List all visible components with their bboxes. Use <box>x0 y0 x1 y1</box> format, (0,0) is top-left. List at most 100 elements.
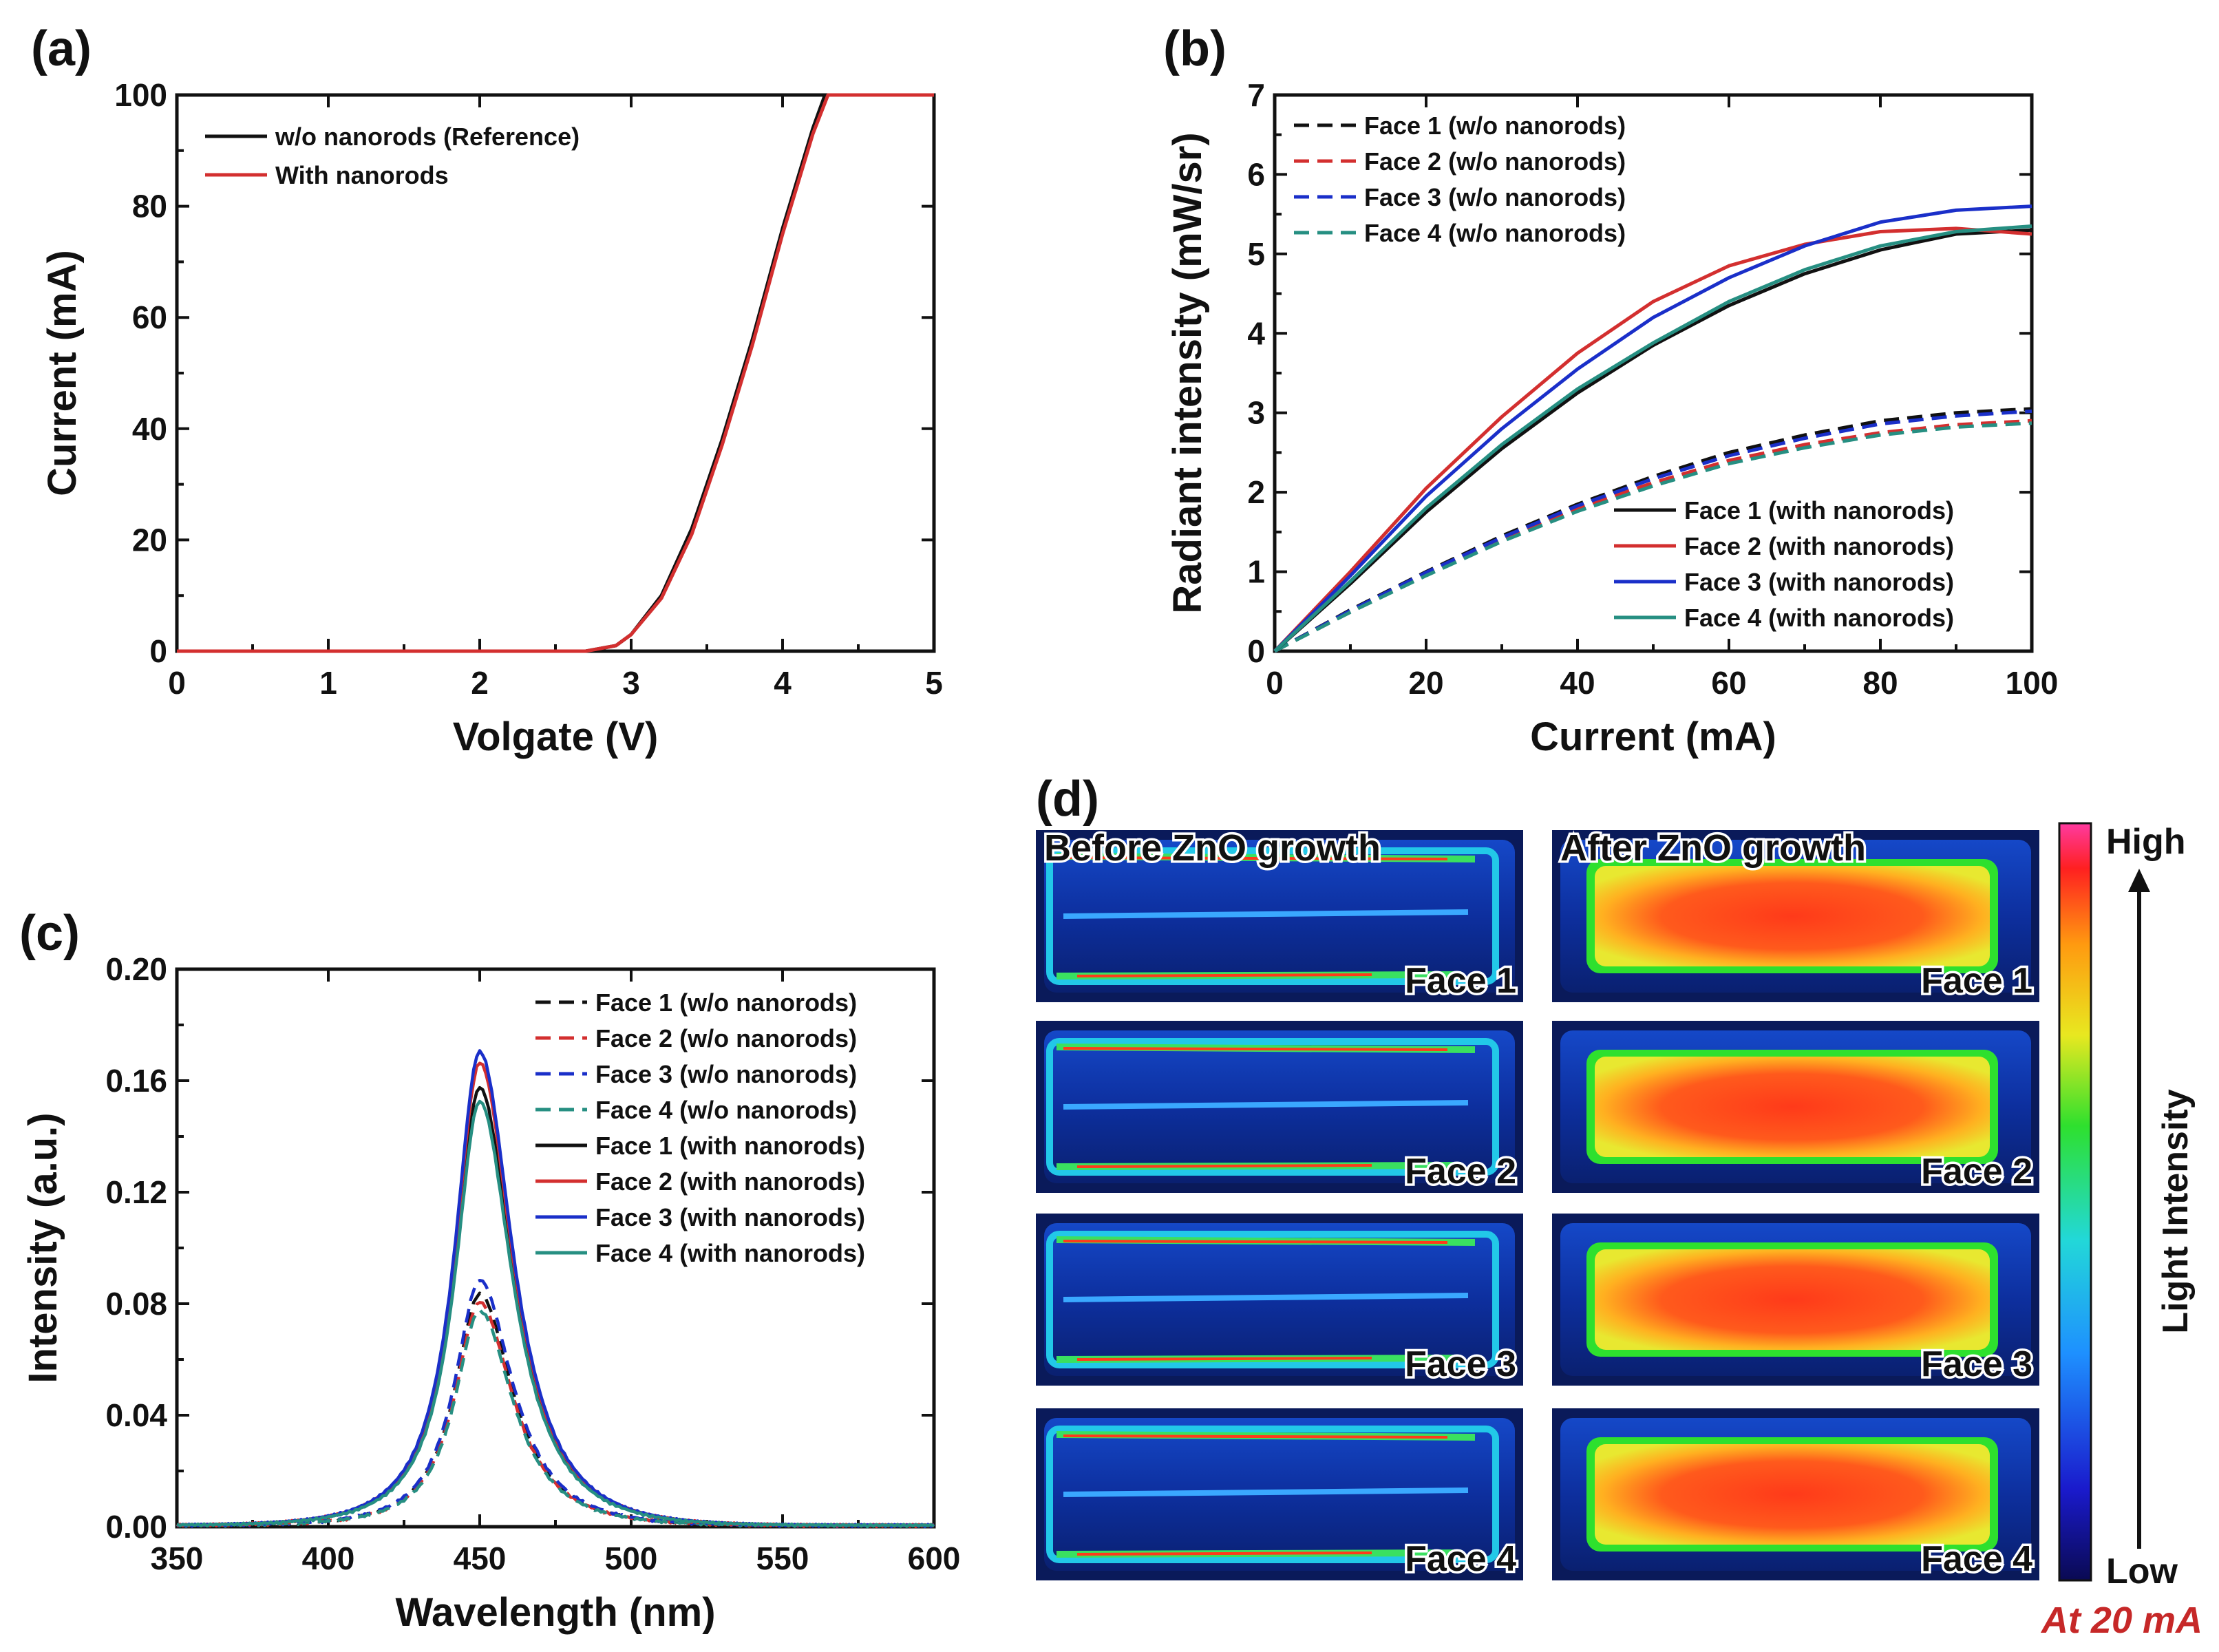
panel-c-legend-label-1: Face 2 (w/o nanorods) <box>595 1024 857 1052</box>
y-tick-label-a-0: 0 <box>149 633 167 669</box>
mid-stripe <box>1063 1487 1469 1497</box>
panel-c: (c) 350 400 450 500 550 600 0.00 0.04 0.08 0.12 0.… <box>19 906 960 1635</box>
x-tick-label-a-5: 5 <box>925 665 943 701</box>
x-tick-label-a-3: 3 <box>622 665 640 701</box>
panel-b-ticks: 0 20 40 60 80 100 0 1 2 3 4 5 6 7 <box>1247 77 2058 701</box>
x-tick-label-c-0: 350 <box>151 1540 204 1576</box>
panel-a-xlabel: Volgate (V) <box>453 714 659 759</box>
panel-c-ticks: 350 400 450 500 550 600 0.00 0.04 0.08 0.12 0.16 0.… <box>105 951 960 1576</box>
before-face-1-image: Face 1 <box>1036 830 1523 1004</box>
panel-a-ticks: 0 1 2 3 4 5 0 20 40 60 80 100 <box>114 77 943 701</box>
panel-a-legend-label-0: w/o nanorods (Reference) <box>275 123 580 151</box>
edge-hot-bottom <box>1076 1552 1372 1556</box>
chip-emission <box>1595 866 1990 966</box>
panel-d: (d) Face 1 Face 2 Face 3 Face 4 Before ZnO g… <box>1036 772 2202 1641</box>
after-growth-title: After ZnO growth <box>1560 827 1866 869</box>
x-tick-label-b-2: 40 <box>1560 665 1595 701</box>
panel-b-top-legend-label-3: Face 4 (w/o nanorods) <box>1364 219 1626 247</box>
before-face-2-image: Face 2 <box>1036 1021 1523 1194</box>
after-face-2-label: Face 2 <box>1921 1152 2032 1192</box>
edge-hot-top <box>1063 1434 1448 1439</box>
colorbar-low-label: Low <box>2106 1552 2178 1591</box>
panel-c-legend-label-4: Face 1 (with nanorods) <box>595 1132 865 1160</box>
mid-stripe <box>1063 1100 1469 1110</box>
after-face-1-image: Face 1 <box>1552 830 2039 1004</box>
x-tick-label-a-4: 4 <box>774 665 792 701</box>
panel-a-lines <box>177 93 934 653</box>
panel-a-ylabel: Current (mA) <box>40 250 85 496</box>
y-tick-label-c-3: 0.12 <box>105 1174 167 1210</box>
panel-c-ylabel: Intensity (a.u.) <box>21 1112 65 1383</box>
panel-c-legend-label-3: Face 4 (w/o nanorods) <box>595 1096 857 1124</box>
x-tick-label-c-1: 400 <box>302 1540 355 1576</box>
panel-b: (b) 0 20 40 60 80 100 0 1 2 3 4 5 6 7 Current (mA) Ra… <box>1163 21 2058 759</box>
x-tick-label-a-2: 2 <box>471 665 489 701</box>
panel-b-series-3 <box>1273 421 2032 653</box>
y-tick-label-c-2: 0.08 <box>105 1286 167 1322</box>
before-face-4-label: Face 4 <box>1405 1539 1516 1579</box>
x-tick-label-a-1: 1 <box>319 665 337 701</box>
y-tick-label-b-6: 6 <box>1247 156 1265 192</box>
x-tick-label-b-3: 60 <box>1711 665 1746 701</box>
panel-a-legend: w/o nanorods (Reference) With nanorods <box>205 123 580 189</box>
panel-c-legend-label-7: Face 4 (with nanorods) <box>595 1239 865 1267</box>
x-tick-label-a-0: 0 <box>168 665 186 701</box>
panel-b-bottom-legend-label-2: Face 3 (with nanorods) <box>1684 568 1954 596</box>
after-face-1-label: Face 1 <box>1921 961 2032 1001</box>
panel-a: (a) 0 1 2 3 4 5 0 20 40 60 80 100 Volgate (V) Curre… <box>31 21 943 759</box>
after-face-3-label: Face 3 <box>1921 1344 2032 1384</box>
panel-d-images: Face 1 Face 2 Face 3 Face 4 Before ZnO growt… <box>1036 825 2039 1582</box>
chip-emission <box>1595 1057 1990 1157</box>
panel-b-bottom-legend-label-0: Face 1 (with nanorods) <box>1684 496 1954 525</box>
before-face-1-label: Face 1 <box>1405 961 1516 1001</box>
x-tick-label-c-5: 600 <box>908 1540 961 1576</box>
before-face-3-label: Face 3 <box>1405 1344 1516 1384</box>
panel-d-letter: (d) <box>1036 772 1099 827</box>
after-face-4-label: Face 4 <box>1921 1539 2032 1579</box>
panel-c-series-3 <box>176 1308 935 1529</box>
panel-c-series-2 <box>176 1278 935 1529</box>
x-tick-label-b-5: 100 <box>2006 665 2059 701</box>
condition-label: At 20 mA <box>2040 1600 2202 1641</box>
panel-b-series-7 <box>1273 224 2032 653</box>
edge-hot-top <box>1063 856 1448 860</box>
edge-hot-bottom <box>1076 1164 1372 1168</box>
chip-outline <box>1046 1426 1499 1563</box>
y-tick-label-b-4: 4 <box>1247 315 1265 351</box>
panel-c-legend-label-6: Face 3 (with nanorods) <box>595 1203 865 1231</box>
panel-c-legend: Face 1 (w/o nanorods) Face 2 (w/o nanorod… <box>535 988 865 1267</box>
panel-c-legend-label-0: Face 1 (w/o nanorods) <box>595 988 857 1017</box>
colorbar-axis-label: Light Intensity <box>2156 1089 2196 1333</box>
after-face-2-image: Face 2 <box>1552 1021 2039 1194</box>
y-tick-label-b-3: 3 <box>1247 395 1265 431</box>
panel-c-legend-label-5: Face 2 (with nanorods) <box>595 1167 865 1196</box>
panel-c-legend-label-2: Face 3 (w/o nanorods) <box>595 1060 857 1088</box>
panel-b-series-2 <box>1273 409 2032 653</box>
chip-outline <box>1046 1038 1499 1176</box>
after-face-4-image: Face 4 <box>1552 1408 2039 1582</box>
y-tick-label-a-1: 20 <box>132 522 167 558</box>
panel-b-top-legend-label-2: Face 3 (w/o nanorods) <box>1364 183 1626 211</box>
panel-b-bottom-legend-label-1: Face 2 (with nanorods) <box>1684 532 1954 560</box>
chip-outline <box>1046 1231 1499 1368</box>
panel-b-xlabel: Current (mA) <box>1530 714 1776 759</box>
before-face-4-image: Face 4 <box>1036 1408 1523 1582</box>
x-tick-label-c-3: 500 <box>605 1540 658 1576</box>
colorbar-high-label: High <box>2106 822 2186 862</box>
panel-b-bottom-legend-label-3: Face 4 (with nanorods) <box>1684 604 1954 632</box>
y-tick-label-b-0: 0 <box>1247 633 1265 669</box>
x-tick-label-b-0: 0 <box>1266 665 1284 701</box>
y-tick-label-c-5: 0.20 <box>105 951 167 987</box>
panel-b-top-legend-label-1: Face 2 (w/o nanorods) <box>1364 147 1626 176</box>
panel-c-xlabel: Wavelength (nm) <box>395 1590 715 1635</box>
panel-b-series-4 <box>1273 228 2032 653</box>
panel-a-letter: (a) <box>31 21 92 76</box>
y-tick-label-c-4: 0.16 <box>105 1063 167 1099</box>
y-tick-label-c-0: 0.00 <box>105 1509 167 1545</box>
edge-hot-top <box>1063 1047 1448 1051</box>
chip-emission <box>1595 1249 1990 1350</box>
mid-stripe <box>1063 1293 1469 1302</box>
after-face-3-image: Face 3 <box>1552 1214 2039 1387</box>
x-tick-label-c-2: 450 <box>454 1540 507 1576</box>
